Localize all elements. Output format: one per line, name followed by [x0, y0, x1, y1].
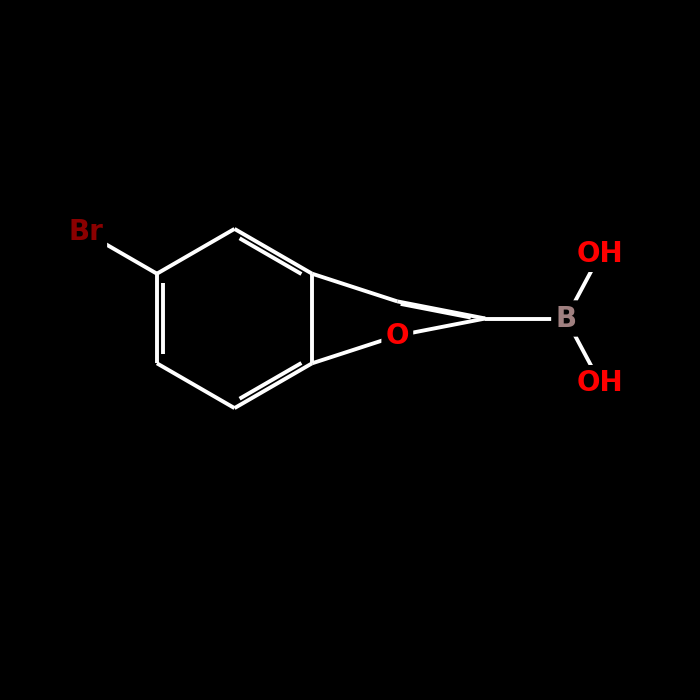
Text: OH: OH: [577, 240, 624, 268]
Text: OH: OH: [577, 369, 624, 397]
Text: Br: Br: [68, 218, 103, 246]
Text: O: O: [386, 321, 409, 349]
Text: B: B: [555, 304, 577, 332]
